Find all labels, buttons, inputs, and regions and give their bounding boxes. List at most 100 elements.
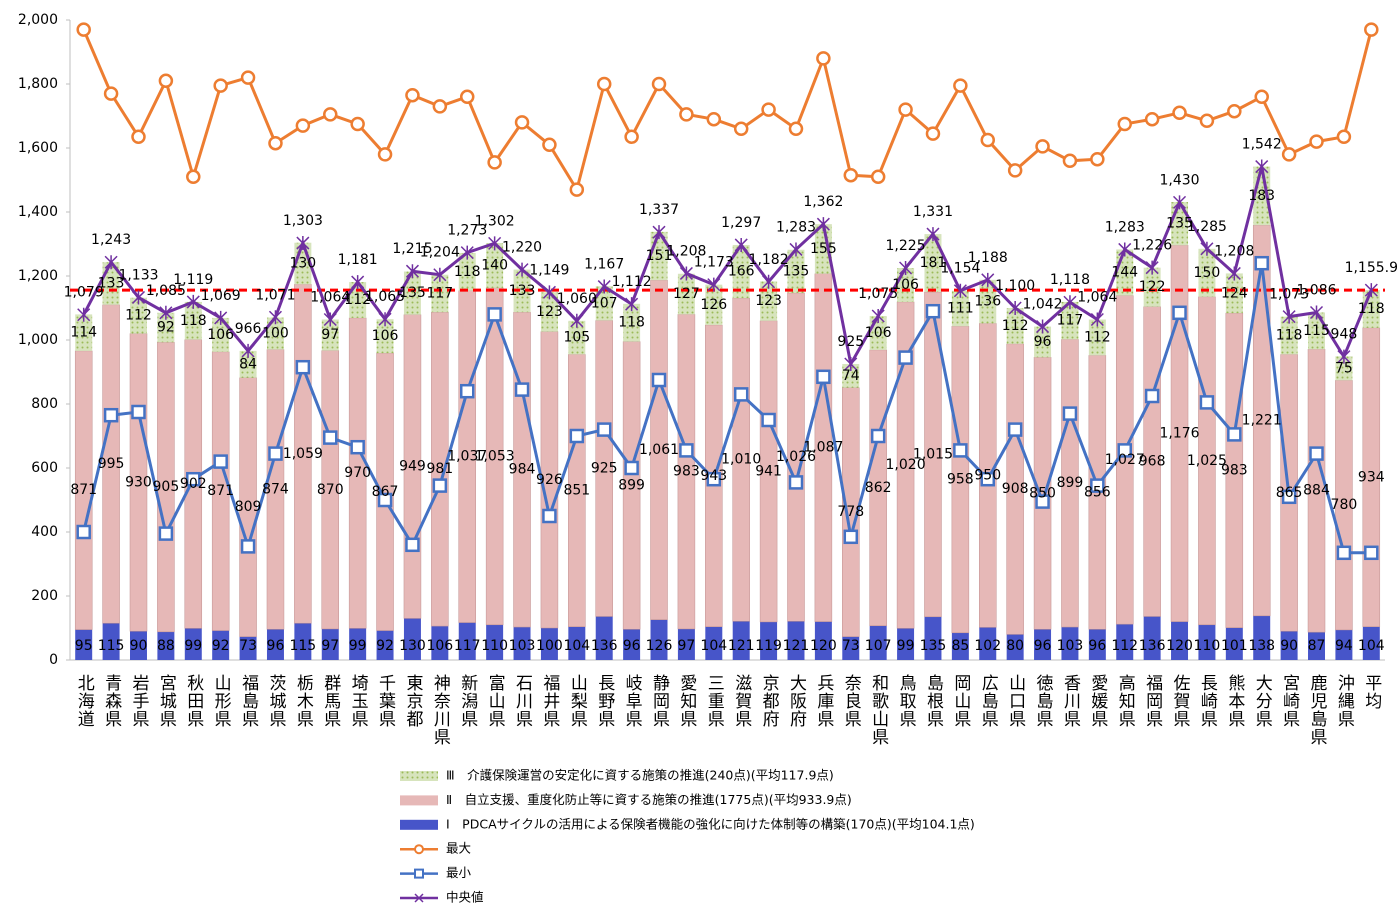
x-tick-label: 徳島県	[1033, 674, 1054, 728]
data-label: 958	[947, 472, 974, 488]
bar-segment	[924, 234, 942, 292]
data-label: 902	[180, 476, 207, 492]
data-label: 99	[349, 638, 367, 654]
data-label: 123	[755, 293, 782, 309]
data-label: 1,297	[721, 215, 761, 231]
marker	[1227, 266, 1241, 281]
marker	[816, 369, 831, 385]
marker	[487, 307, 502, 322]
data-label: 106	[372, 328, 399, 344]
x-tick-label: 埼玉県	[348, 674, 369, 728]
bar-segment	[403, 618, 421, 660]
y-tick-label: 1,200	[18, 268, 58, 284]
bar-segment	[705, 284, 723, 325]
marker	[898, 350, 913, 365]
marker	[624, 129, 639, 145]
data-label: 1,100	[995, 278, 1035, 294]
marker	[1199, 113, 1215, 129]
y-tick-label: 200	[31, 588, 58, 604]
x-tick-label: 宮崎県	[1279, 674, 1300, 728]
data-label: 1,042	[1023, 297, 1063, 313]
data-label: 856	[1084, 484, 1111, 500]
marker	[870, 169, 886, 185]
marker	[76, 22, 91, 37]
bar-segment	[595, 616, 613, 660]
data-label: 110	[1194, 638, 1221, 654]
data-label: 1,087	[803, 440, 843, 456]
data-label: 809	[235, 499, 262, 515]
x-tick-label: 岡山県	[950, 674, 971, 728]
line	[82, 166, 1373, 369]
data-label: 95	[75, 638, 93, 654]
marker	[488, 236, 502, 251]
data-label: 74	[842, 368, 860, 384]
marker	[186, 471, 201, 487]
x-tick-label: 京都府	[759, 674, 780, 728]
marker	[651, 76, 667, 92]
marker	[625, 297, 639, 312]
bar-segment	[568, 320, 586, 355]
data-label: 1,283	[1105, 219, 1145, 235]
marker	[103, 86, 119, 101]
data-label: 966	[235, 321, 262, 337]
marker	[898, 102, 913, 117]
marker	[761, 102, 776, 117]
x-tick-label: 愛知県	[676, 674, 697, 728]
marker	[213, 454, 228, 469]
data-label: 930	[125, 474, 152, 490]
marker	[733, 387, 749, 402]
bar-segment	[266, 317, 284, 350]
data-label: 130	[399, 638, 426, 654]
marker	[981, 272, 995, 287]
data-label: 780	[1331, 497, 1358, 513]
data-label: 1,027	[1105, 452, 1145, 468]
bar-segment	[732, 244, 750, 299]
x-tick-label: 静岡県	[649, 674, 670, 728]
x-tick-label: 千葉県	[375, 674, 396, 728]
data-label: 1,059	[283, 446, 323, 462]
data-label: 970	[344, 465, 371, 481]
data-label: 99	[184, 638, 202, 654]
data-label: 1,208	[666, 243, 706, 259]
data-label: 925	[837, 334, 864, 350]
marker	[1200, 241, 1214, 256]
data-label: 1,362	[803, 194, 843, 210]
marker	[926, 227, 940, 242]
data-label: 1,542	[1242, 137, 1282, 153]
data-label: 136	[974, 294, 1001, 310]
bar-segment	[1253, 615, 1271, 660]
data-label: 88	[157, 638, 175, 654]
marker	[1118, 242, 1132, 257]
data-label: 1,025	[1187, 453, 1227, 469]
marker	[1309, 134, 1324, 149]
data-label: 1,060	[557, 291, 597, 307]
marker	[569, 182, 585, 197]
data-label: 1,112	[612, 274, 652, 290]
data-label: 1,243	[91, 232, 131, 248]
data-label: 1,181	[338, 252, 378, 268]
bar-segment	[486, 243, 504, 288]
marker	[76, 524, 91, 540]
data-label: 1,053	[475, 448, 515, 464]
data-label: 851	[563, 483, 590, 499]
marker	[761, 412, 776, 428]
data-label: 155	[810, 241, 837, 257]
data-label: 1,221	[1242, 412, 1282, 428]
data-label: 1,069	[201, 288, 241, 304]
data-label: 118	[1358, 301, 1385, 317]
x-tick-label: 青森県	[101, 674, 122, 728]
data-label: 96	[1088, 638, 1106, 654]
data-label: 101	[1221, 638, 1248, 654]
data-label: 1,026	[776, 449, 816, 465]
data-label: 135	[920, 638, 947, 654]
data-label: 92	[157, 320, 175, 336]
bar-segment	[677, 628, 695, 660]
x-tick-label: 山形県	[211, 674, 232, 728]
line	[82, 262, 1372, 555]
bar-segment	[458, 252, 476, 291]
data-label: 934	[1358, 469, 1385, 485]
data-label: 151	[646, 248, 673, 264]
data-label: 1,149	[529, 262, 569, 278]
bar-segment	[1280, 316, 1298, 355]
data-label: 1,225	[886, 238, 926, 254]
